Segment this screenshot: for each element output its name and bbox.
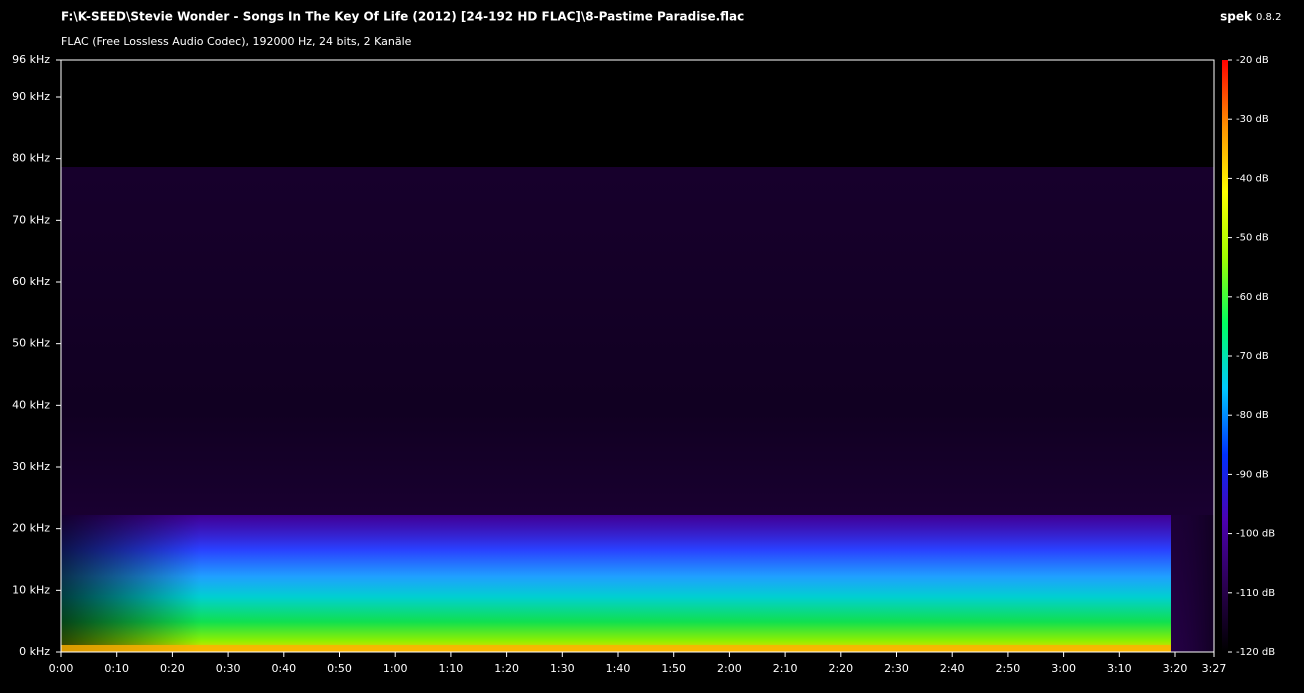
app-name: spek bbox=[1220, 10, 1253, 24]
colorbar-tick-label: -30 dB bbox=[1236, 114, 1269, 125]
y-tick-label: 96 kHz bbox=[12, 53, 50, 66]
x-tick-label: 0:00 bbox=[49, 662, 74, 675]
x-tick-label: 2:30 bbox=[884, 662, 909, 675]
colorbar-tick-label: -120 dB bbox=[1236, 647, 1275, 658]
plot-frame bbox=[60, 59, 1215, 653]
spectrum-band bbox=[61, 515, 1171, 652]
x-tick-label: 3:10 bbox=[1107, 662, 1132, 675]
x-tick-label: 2:40 bbox=[940, 662, 965, 675]
x-tick-label: 3:00 bbox=[1051, 662, 1076, 675]
colorbar-tick-label: -100 dB bbox=[1236, 529, 1275, 540]
spectrum-low bbox=[61, 645, 1171, 652]
file-title: F:\K-SEED\Stevie Wonder - Songs In The K… bbox=[61, 10, 744, 24]
y-tick-label: 60 kHz bbox=[12, 275, 50, 288]
colorbar-tick-label: -80 dB bbox=[1236, 410, 1269, 421]
x-tick-label: 0:30 bbox=[216, 662, 241, 675]
x-tick-label: 0:50 bbox=[327, 662, 352, 675]
x-tick-label: 1:20 bbox=[494, 662, 519, 675]
spectrum-fade-in bbox=[61, 515, 201, 652]
y-tick-label: 50 kHz bbox=[12, 337, 50, 350]
x-tick-label: 2:10 bbox=[773, 662, 798, 675]
colorbar-tick-label: -50 dB bbox=[1236, 233, 1269, 244]
y-tick-label: 30 kHz bbox=[12, 460, 50, 473]
x-tick-label: 2:50 bbox=[996, 662, 1021, 675]
spectrogram bbox=[61, 167, 1214, 652]
x-tick-label: 2:20 bbox=[828, 662, 853, 675]
colorbar-tick-label: -110 dB bbox=[1236, 588, 1275, 599]
x-tick-label: 0:40 bbox=[271, 662, 296, 675]
y-tick-label: 20 kHz bbox=[12, 522, 50, 535]
y-tick-label: 40 kHz bbox=[12, 398, 50, 411]
colorbar-tick-label: -70 dB bbox=[1236, 351, 1269, 362]
x-tick-label: 3:20 bbox=[1163, 662, 1188, 675]
x-tick-label: 1:40 bbox=[606, 662, 631, 675]
colorbar-tick-label: -40 dB bbox=[1236, 173, 1269, 184]
x-tick-label: 1:10 bbox=[439, 662, 464, 675]
colorbar bbox=[1222, 60, 1228, 652]
colorbar-tick-label: -60 dB bbox=[1236, 292, 1269, 303]
y-tick-label: 90 kHz bbox=[12, 90, 50, 103]
colorbar-tick-label: -90 dB bbox=[1236, 469, 1269, 480]
x-tick-label: 3:27 bbox=[1202, 662, 1227, 675]
x-tick-label: 1:30 bbox=[550, 662, 575, 675]
y-tick-label: 80 kHz bbox=[12, 152, 50, 165]
y-tick-label: 70 kHz bbox=[12, 213, 50, 226]
x-tick-label: 1:50 bbox=[661, 662, 686, 675]
y-tick-label: 0 kHz bbox=[19, 645, 50, 658]
colorbar-tick-label: -20 dB bbox=[1236, 55, 1269, 66]
y-tick-label: 10 kHz bbox=[12, 583, 50, 596]
x-tick-label: 1:00 bbox=[383, 662, 408, 675]
x-tick-label: 0:20 bbox=[160, 662, 185, 675]
app-version: 0.8.2 bbox=[1256, 12, 1281, 23]
spectrum-fade-out bbox=[1171, 515, 1214, 652]
x-tick-label: 0:10 bbox=[104, 662, 129, 675]
file-info: FLAC (Free Lossless Audio Codec), 192000… bbox=[61, 35, 412, 48]
x-tick-label: 2:00 bbox=[717, 662, 742, 675]
